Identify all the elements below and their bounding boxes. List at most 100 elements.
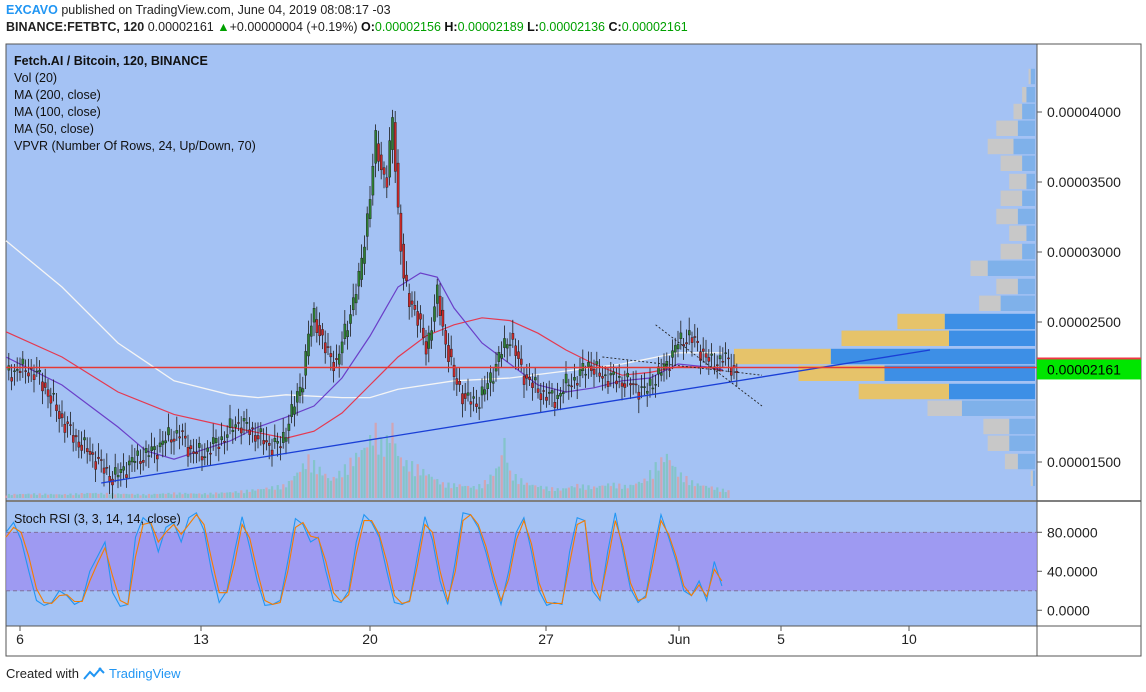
volume-bar	[674, 466, 677, 498]
vpvr-bar	[961, 400, 1035, 416]
candle-body	[186, 447, 190, 457]
candle-body	[716, 364, 719, 366]
candle-body	[671, 350, 674, 358]
candle-body	[374, 130, 378, 164]
vpvr-bar	[884, 365, 1035, 381]
volume-bar	[335, 478, 338, 498]
candle-body	[422, 327, 425, 338]
candle-body	[606, 381, 610, 387]
candle-body	[197, 443, 201, 448]
vpvr-bar	[1022, 103, 1035, 120]
legend-title[interactable]: Fetch.AI / Bitcoin, 120, BINANCE	[14, 54, 208, 68]
candle-body	[704, 353, 708, 358]
volume-bar	[332, 476, 335, 498]
vpvr-bar	[1009, 173, 1027, 190]
candle-body	[349, 314, 352, 324]
candle-body	[564, 373, 568, 384]
volume-bar	[593, 486, 596, 498]
volume-bar	[707, 487, 710, 498]
vpvr-bar	[1009, 225, 1027, 241]
candle-body	[60, 413, 64, 419]
volume-bar	[189, 493, 192, 498]
candle-body	[651, 387, 655, 390]
volume-bar	[472, 486, 475, 498]
legend-ma50[interactable]: MA (50, close)	[14, 122, 94, 136]
candle-body	[363, 246, 366, 264]
volume-bar	[7, 493, 10, 498]
candle-body	[592, 368, 596, 375]
legend-ma100[interactable]: MA (100, close)	[14, 105, 101, 119]
volume-bar	[217, 493, 220, 498]
stoch-axis[interactable]	[1037, 502, 1141, 626]
candle-body	[253, 435, 257, 442]
volume-bar	[35, 494, 38, 498]
vpvr-bar	[1009, 418, 1035, 435]
candle-body	[570, 385, 573, 388]
volume-bar	[629, 484, 632, 498]
legend-ma200[interactable]: MA (200, close)	[14, 88, 101, 102]
volume-bar	[649, 470, 652, 498]
candle-body	[528, 376, 531, 380]
volume-bar	[318, 466, 321, 498]
candle-body	[296, 391, 299, 403]
main-pane[interactable]	[6, 44, 1037, 500]
candle-body	[304, 351, 308, 376]
time-axis[interactable]	[6, 626, 1037, 656]
candle-body	[634, 383, 638, 386]
volume-bar	[184, 492, 187, 498]
candle-body	[130, 457, 134, 463]
candle-body	[161, 440, 165, 445]
volume-bar	[651, 478, 654, 498]
candle-body	[332, 361, 336, 372]
candle-body	[63, 423, 67, 433]
volume-bar	[727, 490, 730, 498]
volume-bar	[551, 487, 554, 498]
price-axis[interactable]	[1037, 44, 1141, 500]
candle-body	[643, 386, 646, 388]
volume-bar	[41, 495, 44, 498]
volume-bar	[475, 489, 478, 498]
candle-body	[136, 450, 140, 456]
volume-bar	[61, 494, 64, 498]
candle-body	[209, 452, 212, 455]
volume-bar	[47, 494, 50, 498]
volume-bar	[175, 494, 178, 498]
volume-bar	[369, 435, 372, 498]
candle-body	[155, 455, 159, 460]
volume-bar	[416, 464, 419, 498]
candle-body	[223, 441, 226, 443]
volume-bar	[422, 468, 425, 498]
vpvr-bar	[987, 138, 1014, 155]
tradingview-logo-icon[interactable]	[83, 667, 105, 681]
volume-bar	[19, 493, 22, 498]
author-name[interactable]: EXCAVO	[6, 3, 58, 17]
low-value: 0.00002136	[538, 20, 605, 34]
candle-body	[189, 445, 193, 450]
volume-bar	[240, 490, 243, 498]
volume-bar	[187, 493, 190, 498]
candle-body	[475, 403, 478, 407]
volume-bar	[427, 474, 430, 498]
vpvr-bar	[944, 313, 1035, 330]
stoch-legend[interactable]: Stoch RSI (3, 3, 14, 14, close)	[14, 512, 181, 526]
volume-bar	[142, 493, 145, 498]
candle-body	[735, 371, 739, 373]
legend-vpvr[interactable]: VPVR (Number Of Rows, 24, Up/Down, 70)	[14, 139, 256, 153]
volume-bar	[528, 485, 531, 498]
volume-bar	[548, 490, 551, 498]
legend-vol[interactable]: Vol (20)	[14, 71, 57, 85]
candle-body	[312, 308, 316, 323]
volume-bar	[349, 457, 352, 498]
candle-body	[391, 117, 394, 150]
volume-bar	[181, 494, 184, 498]
tradingview-link[interactable]: TradingView	[108, 666, 181, 681]
stoch-d-line	[5, 513, 723, 606]
vpvr-bar	[949, 383, 1035, 400]
volume-bar	[579, 488, 582, 498]
candle-body	[618, 376, 621, 378]
volume-bar	[352, 466, 355, 498]
candle-body	[259, 428, 263, 432]
candle-body	[702, 348, 705, 352]
volume-bar	[125, 493, 128, 498]
